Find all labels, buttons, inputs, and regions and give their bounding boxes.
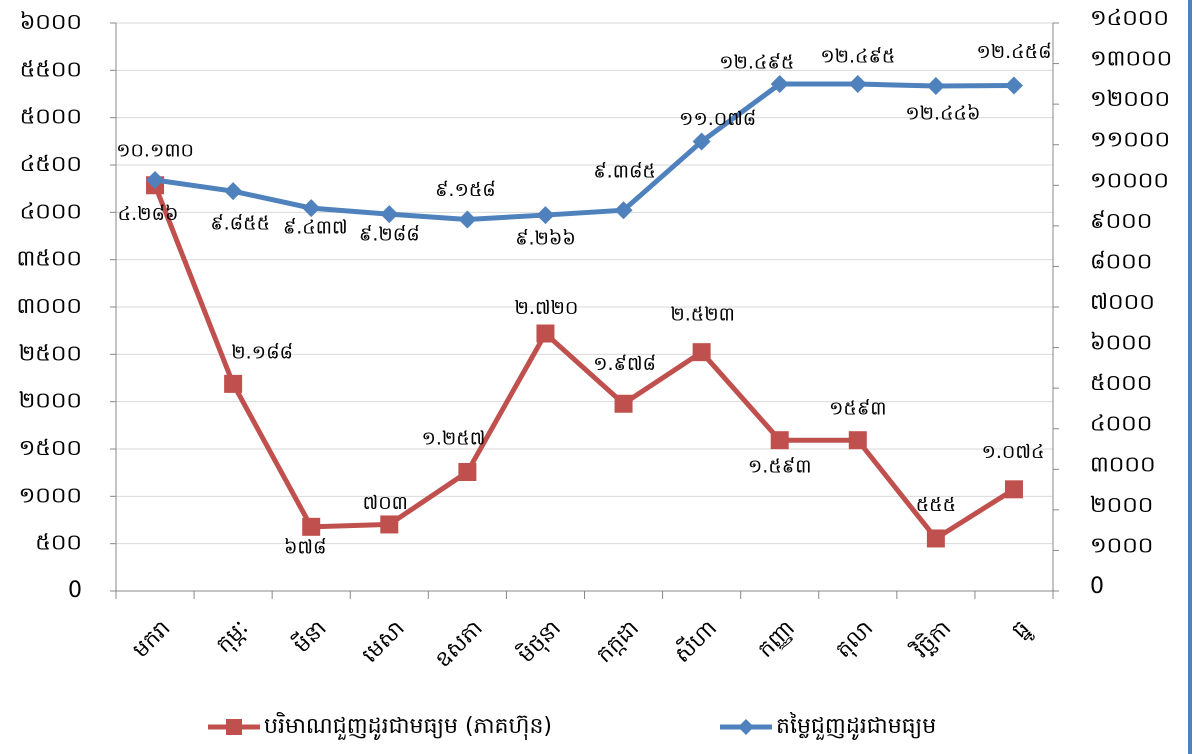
data-label: ៩.៤៣៧ (283, 217, 348, 239)
marker (224, 374, 243, 393)
y-tick-label: ២៥០០ (19, 341, 82, 366)
x-tick-label: កុម្ភៈ (211, 616, 254, 659)
x-tick-label: វិច្ឆិកា (906, 614, 956, 664)
marker (1004, 76, 1023, 95)
data-label: ១.២៥៧ (421, 428, 485, 450)
data-label: ១.០៧៤ (981, 441, 1044, 463)
data-label: ១០.១៣០ (116, 140, 194, 162)
data-label: ៩.៨៥៥ (210, 213, 270, 235)
y2-tick-label: ៤០០០ (1090, 412, 1152, 437)
y2-tick-label: ២០០០ (1090, 493, 1153, 518)
marker (458, 463, 477, 482)
data-label: ៤.២៨៦ (118, 203, 179, 225)
marker (380, 515, 399, 534)
series-line (154, 81, 1014, 222)
marker (848, 431, 867, 450)
legend-marker (226, 719, 242, 735)
y2-tick-label: ១០០០ (1090, 533, 1153, 558)
marker (848, 75, 867, 94)
data-label: ១២.៤៩៥ (820, 46, 895, 68)
y2-tick-label: ៨០០០ (1090, 249, 1152, 274)
data-label: ១៥៩៣ (829, 398, 887, 420)
marker (770, 431, 789, 450)
x-tick-label: កក្កដា (592, 616, 644, 668)
y2-tick-label: ៥០០០ (1090, 371, 1152, 396)
data-label: ១.៥៩៣ (748, 456, 812, 478)
data-label: ៦៧៨ (284, 536, 327, 558)
data-label: ១២.៤៤៦ (905, 103, 980, 125)
y2-tick-label: ១០០០០ (1090, 168, 1169, 193)
y-tick-label: ៥៥០០ (20, 57, 82, 82)
marker (536, 324, 555, 343)
marker (302, 517, 321, 536)
y2-tick-label: ១២០០០ (1090, 87, 1170, 112)
legend-label: តម្លៃជួញដូរជាមធ្យម (776, 712, 936, 740)
data-label: ២.៧២០ (515, 297, 579, 319)
y-tick-label: ៣៥០០ (16, 247, 82, 272)
x-tick-label: តុលា (831, 616, 879, 664)
marker (380, 205, 399, 224)
y2-tick-label: ៦០០០ (1090, 331, 1152, 356)
y-tick-label: ១០០០ (19, 483, 82, 508)
x-tick-label: កញ្ញា (753, 616, 800, 663)
y-tick-label: ៥០០០ (20, 105, 82, 130)
marker (146, 171, 165, 190)
x-tick-label: ធ្នូ (1007, 616, 1037, 646)
legend-label: បរិមាណជួញដូរជាមធ្យម (ភាគហ៊ុន) (264, 712, 552, 740)
marker (536, 206, 555, 225)
y2-tick-label: ៣០០០ (1090, 452, 1156, 477)
marker (458, 210, 477, 229)
marker (692, 343, 711, 362)
x-tick-label: មេសា (358, 616, 410, 668)
data-label: ២.៥២៣ (670, 304, 735, 326)
marker (926, 77, 945, 96)
y2-tick-label: ៧០០០ (1090, 290, 1155, 315)
y2-tick-label: 0 (1090, 574, 1104, 599)
y-tick-label: ៥០០ (35, 531, 82, 556)
marker (926, 529, 945, 548)
x-tick-label: ឧសភា (431, 616, 488, 673)
y2-tick-label: ១៤០០០ (1090, 6, 1169, 31)
marker (614, 201, 633, 220)
data-label: ៩.២៨៨ (359, 224, 420, 246)
data-label: ៩.៣៨៥ (593, 161, 656, 183)
x-tick-label: មិថុនា (512, 614, 566, 668)
y-tick-label: ៤៥០០ (20, 152, 82, 177)
y2-tick-label: ៩០០០ (1090, 209, 1152, 234)
series-line (152, 184, 1016, 542)
y2-tick-label: ១១០០០ (1090, 128, 1170, 153)
data-label: ៩.១៥៨ (435, 179, 496, 201)
data-label: ១១.០៧៨ (679, 108, 756, 130)
marker (692, 132, 711, 151)
legend-marker (738, 719, 754, 735)
data-label: ១.៩៧៨ (593, 353, 656, 375)
marker (224, 182, 243, 201)
y-tick-label: ២០០០ (19, 389, 82, 414)
marker (614, 394, 633, 413)
marker (302, 199, 321, 218)
marker (1004, 480, 1023, 499)
y2-tick-label: ១៣០០០ (1090, 47, 1172, 72)
data-label: ១២.៤៥៨ (976, 41, 1051, 63)
x-tick-label: មីនា (288, 614, 332, 658)
x-tick-label: សីហា (668, 614, 722, 668)
y-tick-label: ១៥០០ (19, 436, 82, 461)
marker (770, 75, 789, 94)
data-label: ២.១៨៨ (231, 341, 293, 363)
data-label: ១២.៤៩៥ (719, 52, 794, 74)
data-label: ៧០៣ (363, 492, 408, 514)
y-tick-label: 0 (68, 578, 82, 603)
data-label: ៩.២៦៦ (515, 228, 576, 250)
data-label: ៥៥៥ (916, 494, 956, 516)
y-tick-label: ៦០០០ (20, 10, 82, 35)
y-tick-label: ៣០០០ (16, 294, 82, 319)
y-tick-label: ៤០០០ (20, 199, 82, 224)
x-tick-label: មករា (128, 616, 175, 663)
